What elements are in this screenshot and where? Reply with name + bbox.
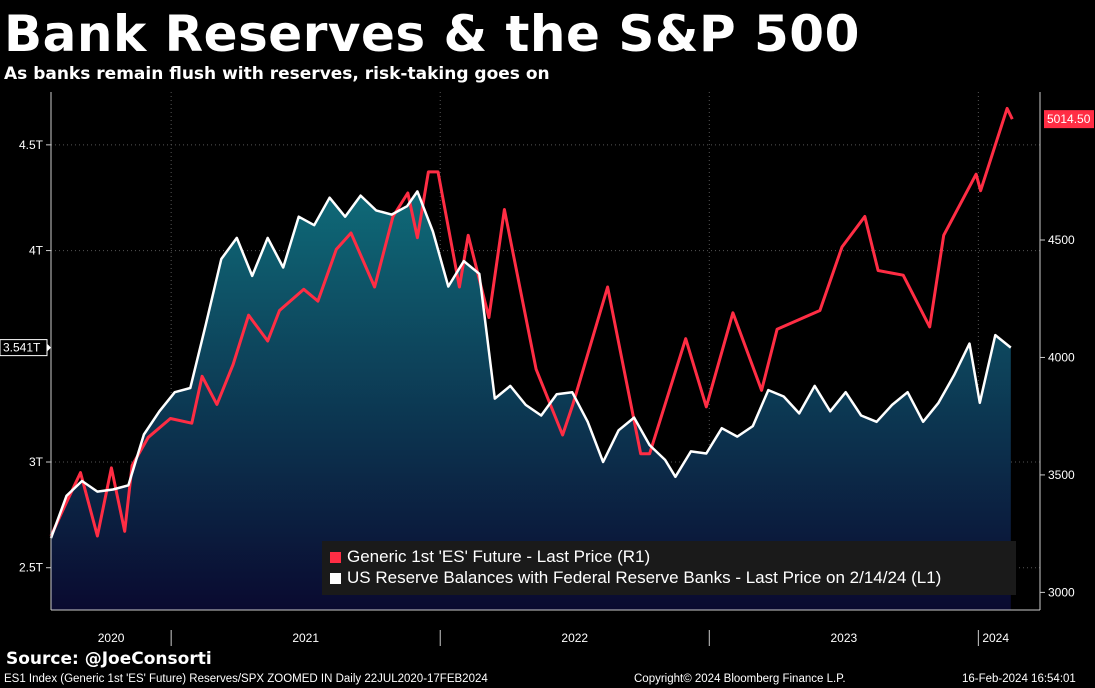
- es-last-value-badge: [1044, 110, 1094, 129]
- right-tick-label: 3000: [1048, 585, 1075, 599]
- reserves-area-fill: [51, 191, 1011, 610]
- left-tick-label: 2.5T: [19, 561, 44, 575]
- legend-label-reserves: US Reserve Balances with Federal Reserve…: [347, 568, 942, 587]
- chart-legend: Generic 1st 'ES' Future - Last Price (R1…: [322, 541, 1016, 595]
- legend-swatch-reserves: [330, 572, 341, 584]
- x-tick-label: 2020: [98, 631, 125, 645]
- right-tick-label: 3500: [1048, 468, 1075, 482]
- legend-item-reserves: US Reserve Balances with Federal Reserve…: [330, 568, 941, 588]
- legend-item-es: Generic 1st 'ES' Future - Last Price (R1…: [330, 547, 650, 567]
- footer-index-info: ES1 Index (Generic 1st 'ES' Future) Rese…: [4, 673, 488, 685]
- left-tick-label: 3T: [29, 455, 44, 469]
- x-tick-label: 2022: [561, 631, 588, 645]
- reserves-last-value-label: 3.541T: [3, 341, 41, 355]
- es-last-value-label: 5014.50: [1047, 112, 1091, 126]
- x-tick-label: 2023: [830, 631, 857, 645]
- reserves-line: [49, 190, 1012, 539]
- legend-swatch-es: [330, 551, 341, 563]
- left-tick-label: 4T: [29, 244, 44, 258]
- page-title: Bank Reserves & the S&P 500: [4, 5, 860, 63]
- page-subtitle: As banks remain flush with reserves, ris…: [4, 64, 550, 84]
- right-tick-label: 4500: [1048, 233, 1075, 247]
- right-tick-label: 4000: [1048, 350, 1075, 364]
- x-tick-label: 2024: [982, 631, 1009, 645]
- footer-timestamp: 16-Feb-2024 16:54:01: [962, 673, 1076, 685]
- footer-copyright: Copyright© 2024 Bloomberg Finance L.P.: [634, 673, 846, 685]
- es-future-line: [49, 106, 1014, 538]
- axes: 2.5T 3T 4T 4.5T 3000 3500 4000 4500 3.541T 5014.5…: [0, 92, 1094, 646]
- legend-label-es: Generic 1st 'ES' Future - Last Price (R1…: [347, 547, 651, 566]
- source-credit: Source: @JoeConsorti: [6, 649, 212, 669]
- x-tick-label: 2021: [292, 631, 319, 645]
- left-tick-label: 4.5T: [19, 138, 44, 152]
- reserves-badge-pointer: [47, 343, 51, 352]
